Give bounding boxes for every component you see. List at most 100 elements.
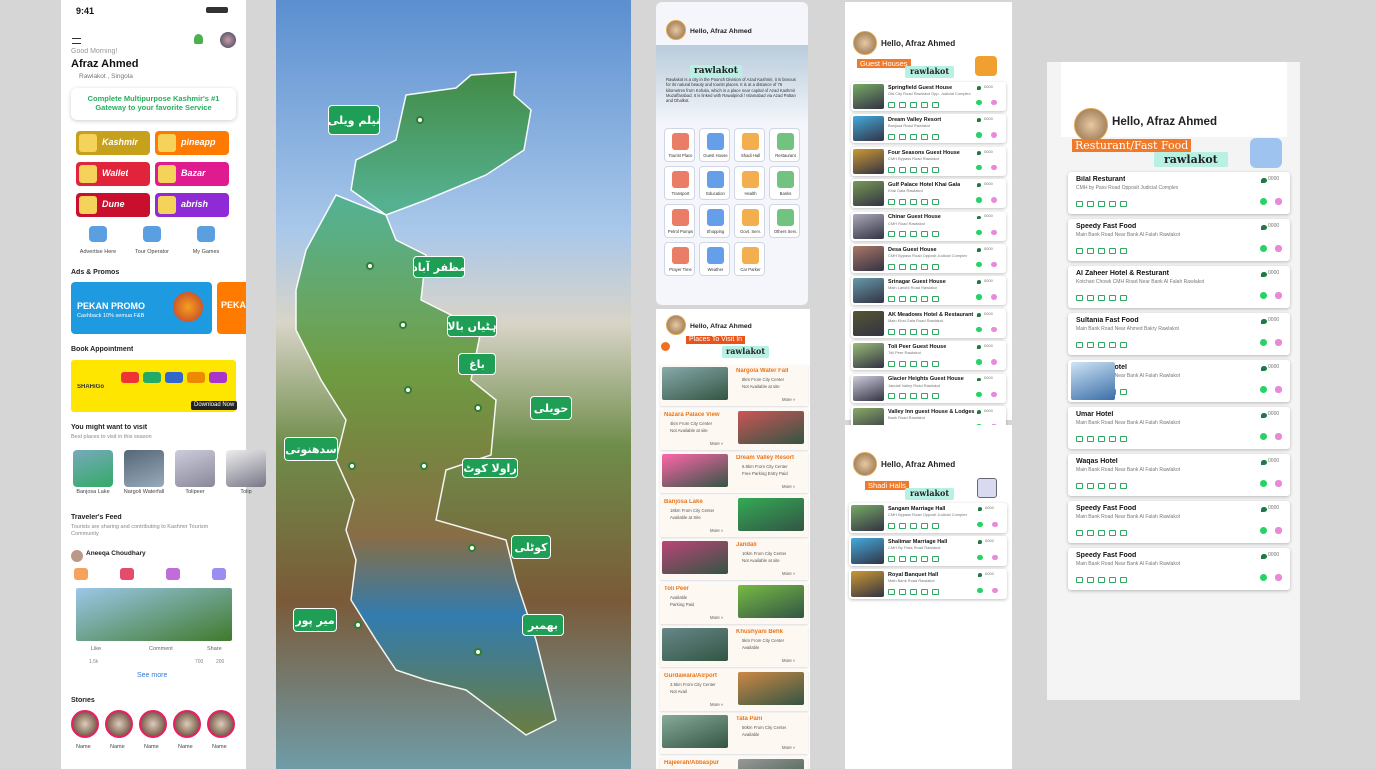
whatsapp-icon[interactable] [976, 99, 982, 106]
district-pin[interactable] [468, 544, 476, 552]
share-icon[interactable] [991, 294, 997, 300]
favorite-icon[interactable] [977, 410, 982, 414]
app-tile[interactable]: Wallet [76, 162, 150, 186]
service-icon[interactable] [89, 226, 107, 242]
category-tile[interactable]: Govt. Serv. [734, 204, 765, 238]
more-link[interactable]: More » [710, 440, 724, 446]
favorite-icon[interactable] [1261, 412, 1267, 418]
district-pin[interactable] [416, 116, 424, 124]
app-tile[interactable]: pineapp [155, 131, 229, 155]
favorite-icon[interactable] [1261, 459, 1267, 465]
more-link[interactable]: More » [782, 397, 796, 402]
share-icon[interactable] [1275, 480, 1282, 488]
list-card[interactable]: Glacier Heights Guest House Jandali Valle… [851, 373, 1006, 403]
district-label[interactable]: مظفر آباد [413, 256, 465, 278]
share-icon[interactable] [992, 521, 998, 528]
district-label[interactable]: نیلم ویلی [328, 105, 380, 135]
category-tile[interactable]: Restaurant [769, 128, 800, 162]
list-card[interactable]: Speedy Fast Food Main Bank Road Near Bank… [1068, 219, 1290, 261]
share-icon[interactable] [1275, 245, 1282, 253]
profile-avatar[interactable] [220, 32, 236, 48]
place-card[interactable]: Khushyani Behk 5km From City Center Availa… [660, 626, 808, 667]
nav-icon[interactable] [212, 568, 226, 580]
whatsapp-icon[interactable] [976, 132, 982, 138]
service-icon[interactable] [197, 226, 215, 242]
share-icon[interactable] [991, 164, 997, 171]
whatsapp-icon[interactable] [1260, 527, 1267, 535]
see-more[interactable]: See more [137, 672, 168, 679]
list-card[interactable]: Bilal Resturant CMH by Pass Road Opposit … [1068, 172, 1290, 214]
district-pin[interactable] [354, 621, 362, 629]
share-icon[interactable] [991, 229, 997, 236]
more-link[interactable]: More » [782, 745, 796, 750]
district-label[interactable]: سدھنوتی [284, 437, 338, 461]
share-icon[interactable] [1275, 527, 1282, 535]
district-label[interactable]: حویلی [530, 396, 572, 420]
whatsapp-icon[interactable] [1260, 574, 1267, 582]
place-card[interactable]: Banjosa Lake 18km From City Center Availab… [660, 495, 808, 537]
category-tile[interactable]: Tourist Place [664, 128, 695, 162]
menu-icon[interactable] [72, 38, 81, 44]
list-card[interactable]: Four Seasons Guest House CMH Bypass Road … [851, 146, 1006, 176]
list-card[interactable]: Royal Banquet Hall Main Bank Road Rawlako… [849, 569, 1007, 599]
district-label[interactable]: باغ [458, 353, 496, 375]
district-pin[interactable] [420, 462, 428, 470]
list-card[interactable]: Dream Valley Resort Banjosa Road Rawlakot… [851, 114, 1006, 144]
list-card[interactable]: Srinagar Guest House Main Landhi Road Raw… [851, 276, 1006, 306]
whatsapp-icon[interactable] [977, 554, 983, 561]
category-tile[interactable]: Weather [699, 242, 730, 276]
list-card[interactable]: Chinar Guest House CMH Road Rawlakot 0000 [851, 211, 1006, 241]
district-label[interactable]: راولا کوٹ [462, 458, 518, 478]
whatsapp-icon[interactable] [976, 359, 982, 365]
story-avatar[interactable] [207, 710, 235, 738]
share-icon[interactable] [992, 587, 998, 594]
story-avatar[interactable] [139, 710, 167, 738]
whatsapp-icon[interactable] [1260, 339, 1267, 347]
share-icon[interactable] [1275, 292, 1282, 300]
list-card[interactable]: Speedy Fast Food Main Bank Road Near Bank… [1068, 501, 1290, 543]
post-action[interactable]: Like [91, 646, 102, 652]
share-icon[interactable] [1275, 433, 1282, 441]
favorite-icon[interactable] [977, 377, 982, 382]
place-card[interactable]: Tata Pani 50km From City Center Available M… [660, 713, 808, 754]
place-card[interactable]: Nazara Palace View 4km From City Center No… [660, 408, 808, 450]
share-icon[interactable] [991, 132, 997, 138]
nav-icon[interactable] [166, 568, 180, 580]
district-label[interactable]: بھمبر [522, 614, 564, 636]
share-icon[interactable] [992, 554, 998, 561]
share-icon[interactable] [1275, 574, 1282, 582]
place-card[interactable]: Nargola Water Fall 8km From City Center No… [660, 365, 808, 406]
list-card[interactable]: Umar Hotel Main Bank Road Near Bank Al Fa… [1068, 407, 1290, 449]
whatsapp-icon[interactable] [976, 229, 982, 236]
favorite-icon[interactable] [977, 183, 982, 188]
whatsapp-icon[interactable] [977, 587, 983, 594]
district-pin[interactable] [399, 321, 407, 329]
post-action[interactable]: Share [207, 646, 222, 652]
back-button[interactable] [661, 342, 670, 351]
favorite-icon[interactable] [978, 540, 983, 545]
more-link[interactable]: More » [710, 527, 724, 533]
story-avatar[interactable] [173, 710, 201, 738]
district-pin[interactable] [404, 386, 412, 394]
favorite-icon[interactable] [978, 507, 983, 512]
list-card[interactable]: Desa Guest House CMH Bypass Road Opposit … [851, 244, 1006, 273]
share-icon[interactable] [991, 326, 997, 333]
promo-card[interactable]: PEKA [217, 282, 246, 334]
whatsapp-icon[interactable] [1260, 245, 1267, 253]
promo-card[interactable]: PEKAN PROMO Cashback 10% semua F&B [71, 282, 212, 334]
favorite-icon[interactable] [978, 573, 983, 578]
more-link[interactable]: More » [782, 658, 796, 663]
app-tile[interactable]: Bazar [155, 162, 229, 186]
district-label[interactable]: کوٹلی [511, 535, 551, 559]
favorite-icon[interactable] [1261, 318, 1267, 324]
list-card[interactable]: Gulf Palace Hotel Khai Gala Khai Gala Raw… [851, 179, 1006, 209]
category-tile[interactable]: Education [699, 166, 730, 200]
app-tile[interactable]: abrish [155, 193, 229, 217]
favorite-icon[interactable] [1261, 553, 1267, 559]
favorite-icon[interactable] [1261, 506, 1267, 512]
category-tile[interactable]: Banks [769, 166, 800, 200]
category-tile[interactable]: Guest House [699, 128, 730, 162]
category-tile[interactable]: Shopping [699, 204, 730, 238]
favorite-icon[interactable] [977, 215, 982, 220]
